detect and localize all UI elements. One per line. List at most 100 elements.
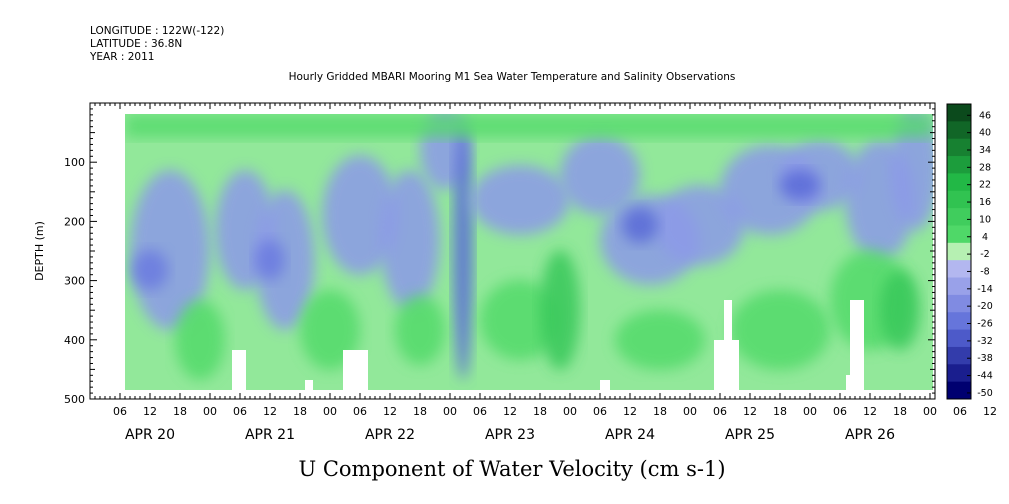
x-tick-label: 18 <box>893 405 907 418</box>
colorbar-label: -8 <box>980 266 989 277</box>
colorbar: 46 40 34 28 22 16 10 4 -2 -8 -14 -20 -26 -32 -38 -44 -50 <box>946 103 993 400</box>
field-blob <box>480 280 560 360</box>
colorbar-label: 10 <box>979 214 991 225</box>
chart-title: Hourly Gridded MBARI Mooring M1 Sea Wate… <box>289 71 736 83</box>
no-data-gap <box>232 350 246 390</box>
colorbar-label: 40 <box>979 128 991 139</box>
colorbar-label: -2 <box>980 249 989 260</box>
colorbar-frame <box>946 103 972 400</box>
colorbar-label: -26 <box>977 319 993 330</box>
no-data-gap <box>305 380 313 390</box>
colorbar-swatch <box>947 173 971 192</box>
field-blob <box>890 114 933 230</box>
colorbar-swatch <box>947 156 971 174</box>
colorbar-label: -32 <box>977 336 993 347</box>
surface-layer <box>125 114 933 138</box>
field-blob <box>453 120 473 380</box>
colorbar-swatch <box>947 138 971 157</box>
y-tick-label: 200 <box>64 215 85 228</box>
x-tick-label: 00 <box>683 405 697 418</box>
x-tick-label: 12 <box>863 405 877 418</box>
x-tick-label: 06 <box>593 405 607 418</box>
x-tick-label: 00 <box>563 405 577 418</box>
field-blob <box>560 135 640 215</box>
x-tick-label: 18 <box>293 405 307 418</box>
x-tick-label: 18 <box>413 405 427 418</box>
x-tick-label: 00 <box>443 405 457 418</box>
colorbar-label: 22 <box>979 180 991 191</box>
colorbar-label: 28 <box>979 162 991 173</box>
colorbar-swatch <box>947 381 971 400</box>
x-tick-label: 06 <box>833 405 847 418</box>
x-day-label: APR 26 <box>845 427 895 443</box>
field-blob <box>730 290 830 370</box>
x-tick-label: 06 <box>953 405 967 418</box>
y-axis: 100 200 300 400 500 <box>64 102 935 406</box>
x-day-label: APR 25 <box>725 427 775 443</box>
longitude-label: LONGITUDE : 122W(-122) <box>90 25 224 37</box>
x-tick-label: 12 <box>983 405 997 418</box>
colorbar-swatch <box>947 104 971 122</box>
colorbar-label: -38 <box>977 353 993 364</box>
y-tick-label: 400 <box>64 334 85 347</box>
field-blob <box>780 170 820 200</box>
colorbar-swatch <box>947 364 971 383</box>
colorbar-label: -20 <box>977 301 993 312</box>
x-tick-label: 18 <box>533 405 547 418</box>
colorbar-swatch <box>947 260 971 279</box>
field-blob <box>880 270 920 350</box>
colorbar-swatch <box>947 329 971 348</box>
x-axis-title: U Component of Water Velocity (cm s-1) <box>298 457 725 481</box>
velocity-field <box>125 114 933 390</box>
field-blob <box>175 300 225 380</box>
x-tick-label: 00 <box>203 405 217 418</box>
field-blob <box>322 155 398 275</box>
field-blob <box>622 207 658 243</box>
y-tick-label: 100 <box>64 156 85 169</box>
x-tick-label: 12 <box>743 405 757 418</box>
x-day-label: APR 23 <box>485 427 535 443</box>
x-tick-label: 12 <box>623 405 637 418</box>
x-day-label: APR 21 <box>245 427 295 443</box>
x-day-label: APR 24 <box>605 427 655 443</box>
no-data-gap <box>600 380 610 390</box>
colorbar-label: -14 <box>977 284 993 295</box>
latitude-label: LATITUDE : 36.8N <box>90 38 182 50</box>
x-tick-label: 18 <box>773 405 787 418</box>
field-blob <box>132 250 168 290</box>
x-tick-label: 06 <box>713 405 727 418</box>
field-blob <box>615 310 705 370</box>
x-tick-label: 00 <box>923 405 937 418</box>
colorbar-swatch <box>947 190 971 209</box>
colorbar-swatch <box>947 121 971 140</box>
field-blob <box>380 170 440 310</box>
colorbar-swatch <box>947 208 971 226</box>
x-tick-label: 06 <box>233 405 247 418</box>
no-data-gap <box>724 300 732 350</box>
colorbar-label: -44 <box>977 371 993 382</box>
y-axis-label: DEPTH (m) <box>33 221 46 281</box>
x-tick-label: 18 <box>173 405 187 418</box>
no-data-gap <box>846 375 852 390</box>
x-tick-label: 12 <box>143 405 157 418</box>
no-data-gap <box>850 300 864 390</box>
colorbar-label: 46 <box>979 110 991 121</box>
x-day-label: APR 20 <box>125 427 175 443</box>
year-label: YEAR : 2011 <box>89 51 154 63</box>
x-tick-label: 12 <box>503 405 517 418</box>
x-tick-label: 00 <box>323 405 337 418</box>
colorbar-swatch <box>947 225 971 244</box>
y-tick-label: 300 <box>64 275 85 288</box>
x-tick-label: 06 <box>473 405 487 418</box>
x-day-label: APR 22 <box>365 427 415 443</box>
x-tick-label: 18 <box>653 405 667 418</box>
x-tick-label: 06 <box>353 405 367 418</box>
x-axis: 06 12 18 00 06 12 18 00 06 12 18 00 06 12 18 00 06 12 18 00… <box>89 103 997 443</box>
field-blob <box>540 250 580 370</box>
field-blob <box>395 295 445 365</box>
colorbar-swatch <box>947 346 971 365</box>
colorbar-label: 16 <box>979 197 991 208</box>
colorbar-label: 34 <box>979 145 991 156</box>
x-tick-label: 12 <box>263 405 277 418</box>
